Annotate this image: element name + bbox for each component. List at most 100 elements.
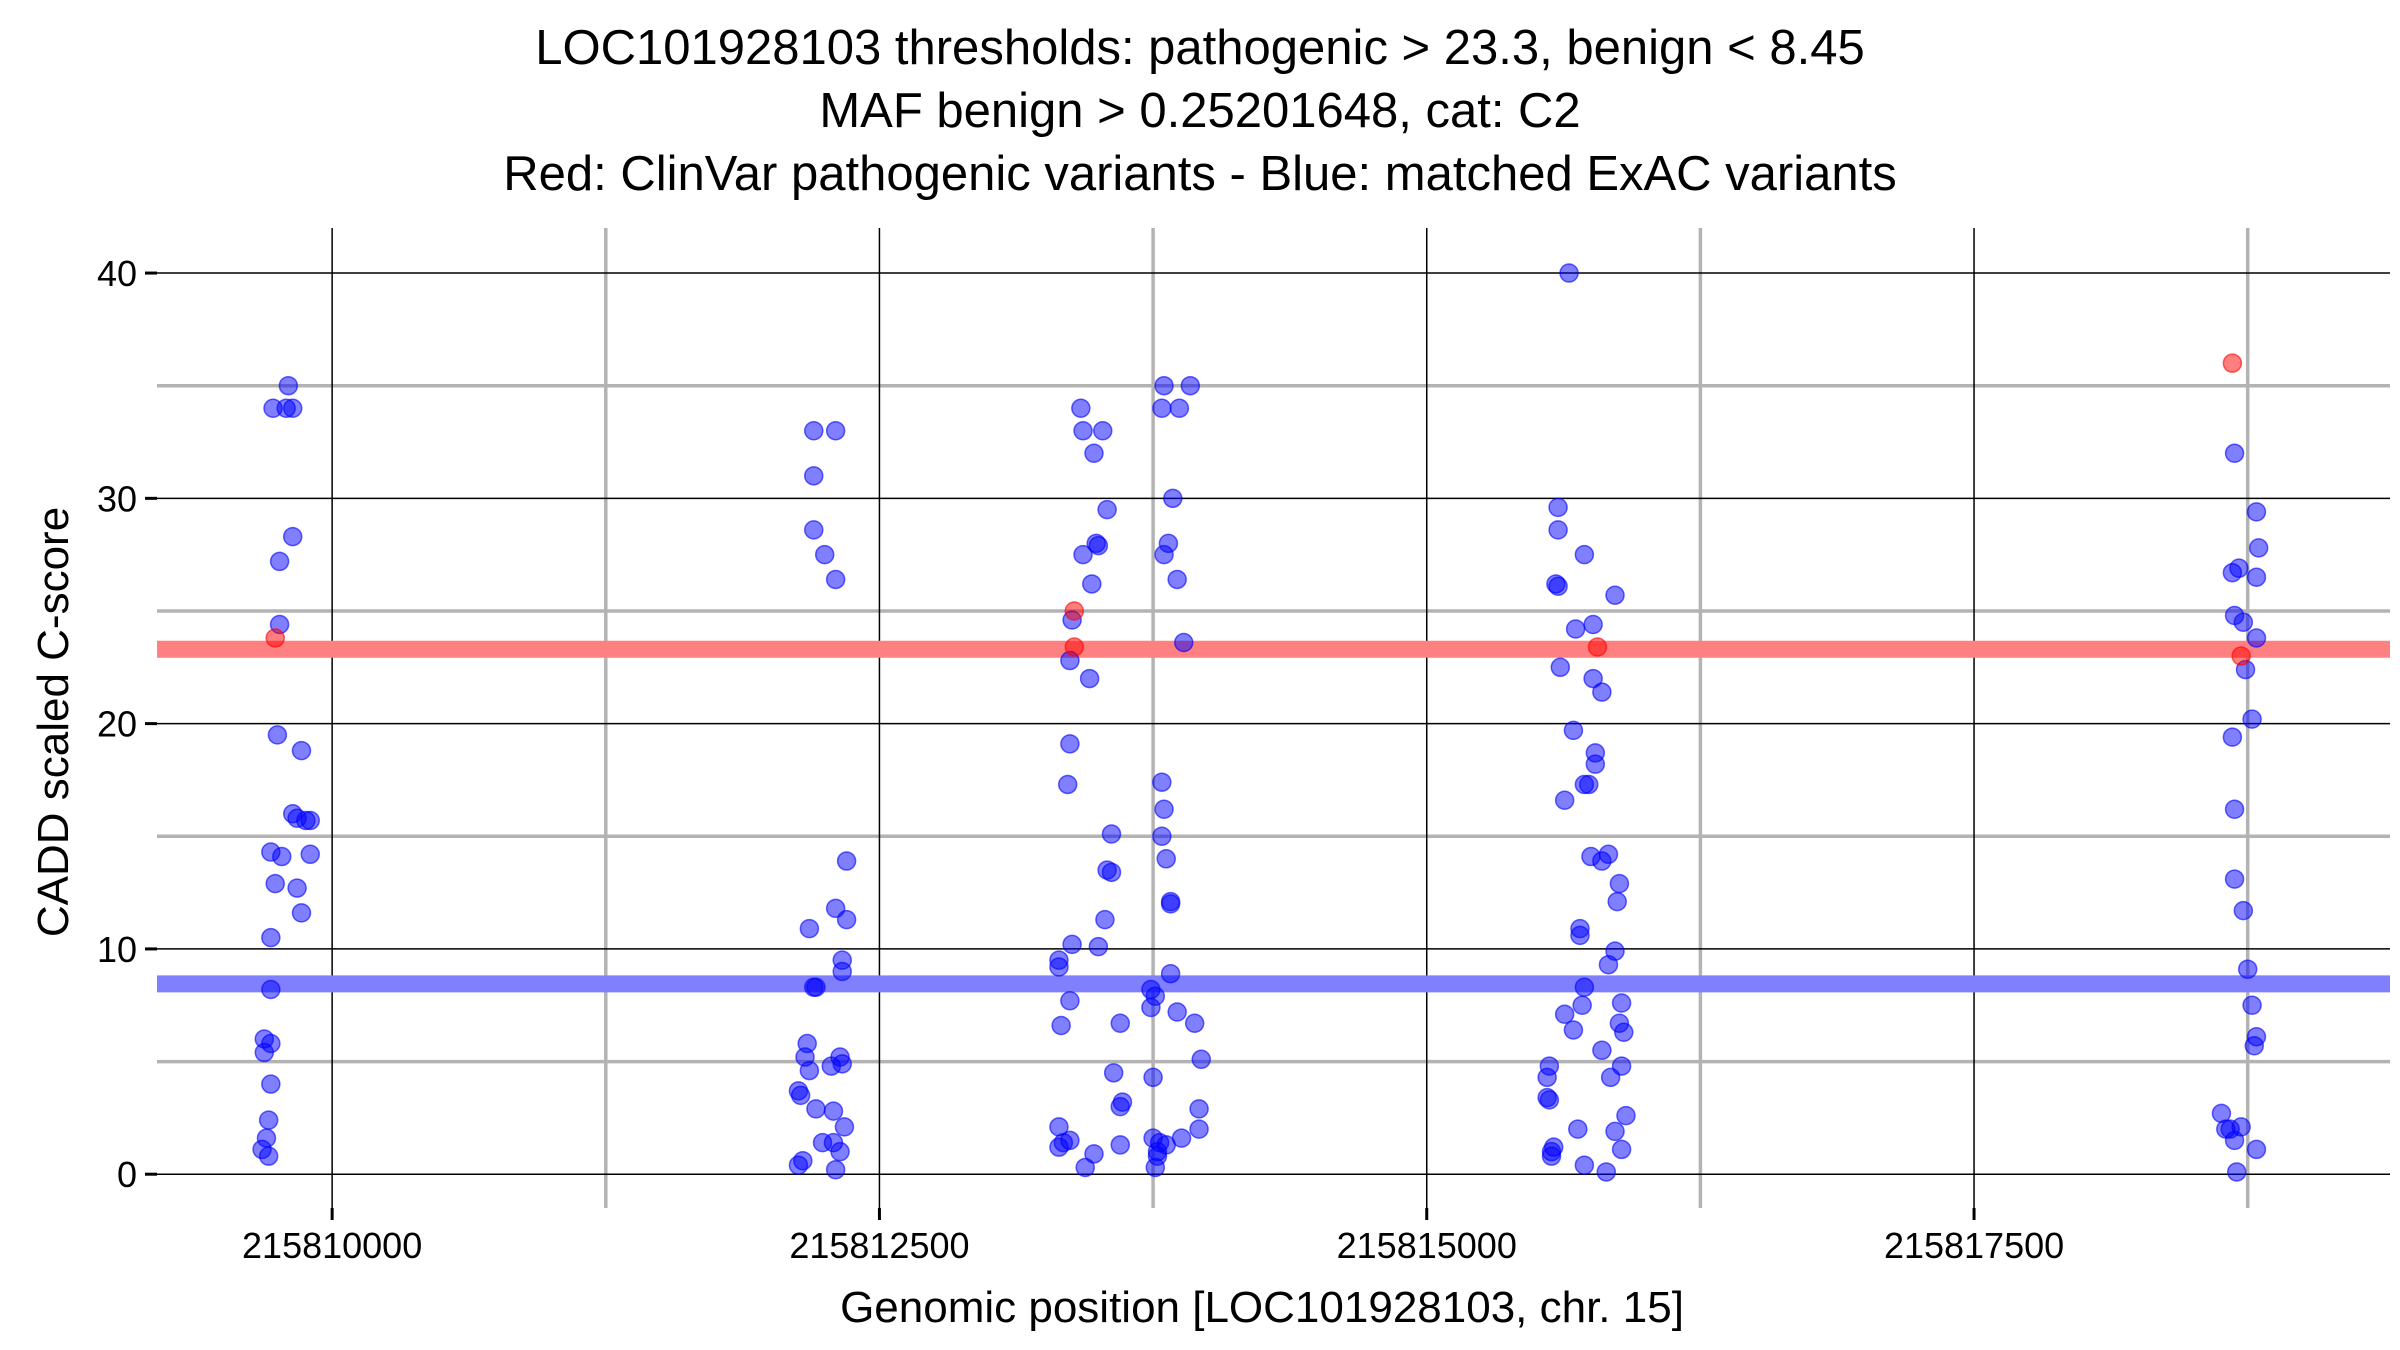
exac-point [825, 569, 846, 590]
exac-point [804, 466, 824, 486]
exac-point [2248, 538, 2269, 558]
exac-point [1049, 1137, 1069, 1157]
exac-point [836, 909, 857, 930]
exac-point [1169, 398, 1190, 418]
exac-point [825, 1159, 846, 1180]
exac-point [1574, 544, 1595, 565]
chart-title-line-3: Red: ClinVar pathogenic variants - Blue:… [503, 147, 1897, 201]
exac-point [1060, 734, 1080, 754]
exac-point [799, 918, 820, 939]
exac-point [2242, 995, 2262, 1015]
exac-point [1084, 443, 1104, 464]
exac-point [1607, 891, 1627, 912]
exac-point [2227, 1162, 2247, 1182]
exac-point [1592, 682, 1612, 702]
exac-point [1605, 585, 1625, 605]
exac-point [2237, 959, 2258, 979]
exac-point [1550, 657, 1571, 678]
exac-point [261, 979, 281, 1000]
exac-point [269, 551, 290, 572]
exac-point [1548, 520, 1568, 540]
exac-point [804, 520, 824, 540]
y-tick-label: 20 [97, 704, 137, 745]
exac-point [1173, 632, 1194, 653]
exac-point [1574, 774, 1595, 795]
clinvar-point [1064, 601, 1085, 621]
exac-point [1609, 873, 1630, 894]
exac-point [1088, 535, 1109, 556]
exac-point [1095, 909, 1115, 930]
exac-point [2229, 558, 2249, 578]
exac-point [1088, 936, 1109, 957]
exac-point [1049, 957, 1069, 977]
exac-point [1145, 1157, 1166, 1178]
x-tick-label: 215815000 [1337, 1225, 1517, 1266]
exac-point [2233, 900, 2254, 921]
exac-point [1057, 774, 1078, 795]
exac-point [1605, 1121, 1625, 1142]
y-tick-label: 30 [97, 478, 137, 519]
exac-point [300, 844, 320, 865]
exac-point [2224, 869, 2245, 889]
exac-point [1082, 574, 1102, 594]
exac-point [2242, 709, 2262, 729]
exac-point [1152, 398, 1172, 418]
exac-point [1537, 1067, 1557, 1088]
clinvar-point [265, 628, 285, 648]
exac-point [834, 1117, 855, 1137]
y-axis-label: CADD scaled C-score [29, 507, 78, 937]
exac-point [1611, 993, 1632, 1013]
exac-point [830, 1141, 850, 1162]
clinvar-point [1587, 637, 1608, 657]
exac-point [261, 927, 281, 948]
exac-point [788, 1155, 809, 1175]
exac-point [1184, 1013, 1205, 1034]
exac-point [1541, 1146, 1562, 1166]
exac-point [1141, 997, 1161, 1018]
clinvar-point [2231, 646, 2251, 666]
exac-point [1160, 963, 1181, 984]
exac-point [1554, 790, 1575, 810]
exac-point [790, 1085, 811, 1106]
exac-point [1154, 544, 1174, 565]
exac-point [1596, 1162, 1617, 1182]
exac-point [1598, 954, 1619, 975]
chart-title-line-2: MAF benign > 0.25201648, cat: C2 [819, 84, 1581, 138]
exac-point [1152, 772, 1172, 792]
exac-point [261, 1074, 281, 1094]
exac-point [1180, 375, 1201, 396]
exac-point [1583, 614, 1603, 635]
exac-point [282, 526, 303, 547]
exac-point [300, 810, 320, 831]
x-axis-label: Genomic position [LOC101928103, chr. 15] [840, 1283, 1684, 1332]
exac-point [2246, 567, 2267, 587]
exac-point [1592, 851, 1612, 871]
grid-layer [157, 228, 2390, 1208]
exac-point [1574, 977, 1595, 997]
exac-point [1572, 995, 1592, 1015]
y-tick-label: 10 [97, 929, 137, 970]
chart-title-line-1: LOC101928103 thresholds: pathogenic > 23… [535, 21, 1865, 75]
exac-point [1563, 720, 1584, 741]
exac-point [1073, 421, 1093, 441]
exac-point [1110, 1013, 1131, 1034]
exac-point [2233, 612, 2254, 633]
axis-layer: 0 10 20 30 40 215810000 215812500 215815000 2158… [97, 253, 2064, 1266]
exac-point [1546, 574, 1566, 594]
exac-point [799, 1060, 820, 1081]
exac-point [1071, 398, 1091, 418]
exac-point [814, 544, 835, 565]
exac-point [1160, 894, 1181, 914]
exac-point [1154, 799, 1174, 819]
exac-point [1079, 668, 1100, 689]
exac-point [1156, 849, 1176, 869]
exac-point [2244, 1036, 2265, 1056]
exac-point [1189, 1119, 1209, 1139]
exac-point [806, 1099, 826, 1119]
exac-point [1060, 990, 1080, 1011]
x-tick-label: 215810000 [242, 1225, 422, 1266]
exac-point [1574, 1155, 1595, 1175]
exac-point [1563, 1020, 1584, 1040]
exac-point [2222, 727, 2243, 747]
